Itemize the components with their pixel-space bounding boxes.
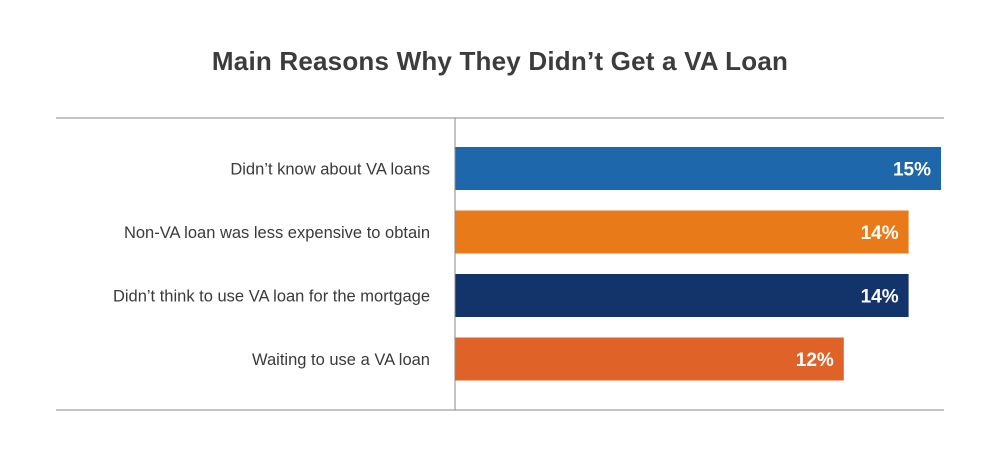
bar-value-label: 15%: [893, 160, 931, 181]
bar-2: [455, 210, 909, 254]
category-label: Didn’t know about VA loans: [230, 161, 430, 179]
chart-title: Main Reasons Why They Didn’t Get a VA Lo…: [211, 46, 789, 76]
category-label: Waiting to use a VA loan: [252, 351, 430, 369]
bar-1: [455, 147, 941, 190]
bar-value-label: 14%: [861, 223, 899, 244]
category-label: Didn’t think to use VA loan for the mort…: [113, 288, 430, 306]
category-label: Non-VA loan was less expensive to obtain: [124, 224, 430, 242]
bar-value-label: 14%: [861, 287, 899, 308]
bar-3: [455, 274, 909, 317]
bar-value-label: 12%: [796, 350, 834, 371]
bar-4: [455, 337, 844, 381]
